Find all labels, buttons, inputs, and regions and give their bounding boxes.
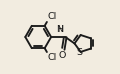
Text: H: H bbox=[58, 25, 63, 34]
Text: N: N bbox=[56, 25, 63, 34]
Text: Cl: Cl bbox=[47, 12, 57, 21]
Text: S: S bbox=[77, 48, 83, 57]
Text: Cl: Cl bbox=[47, 53, 57, 62]
Text: O: O bbox=[59, 51, 66, 60]
